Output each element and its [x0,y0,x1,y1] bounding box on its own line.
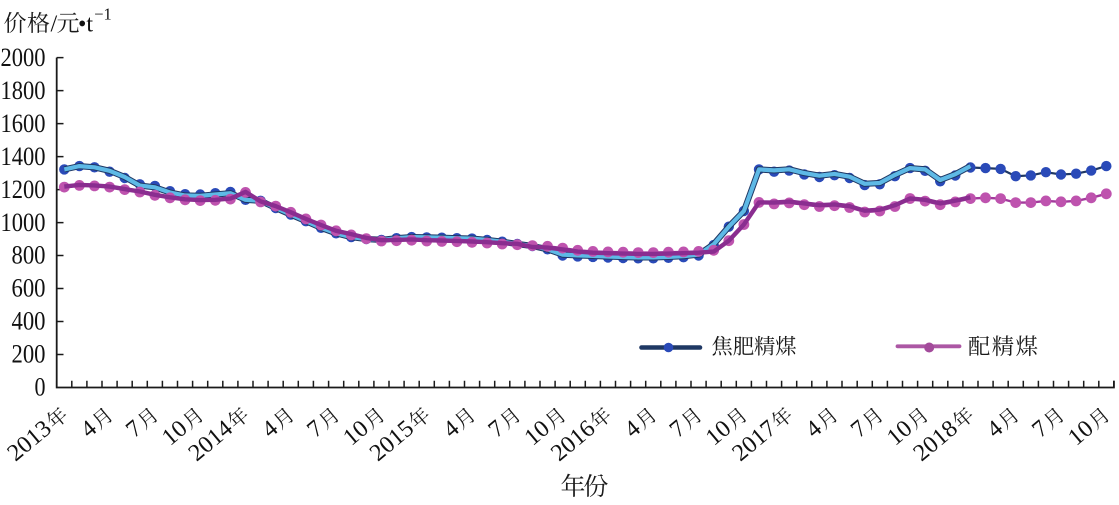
svg-text:/: / [51,12,58,38]
svg-text:2000: 2000 [1,43,46,72]
svg-text:600: 600 [12,274,46,303]
svg-text:800: 800 [12,241,46,270]
svg-text:−1: −1 [94,5,112,24]
svg-text:400: 400 [12,307,46,336]
svg-text:0: 0 [35,373,46,402]
svg-text:1800: 1800 [1,76,46,105]
svg-text:200: 200 [12,340,46,369]
svg-text:1600: 1600 [1,109,46,138]
svg-text:1400: 1400 [1,142,46,171]
svg-text:•t: •t [78,12,93,38]
svg-text:1200: 1200 [1,175,46,204]
svg-text:1000: 1000 [1,208,46,237]
